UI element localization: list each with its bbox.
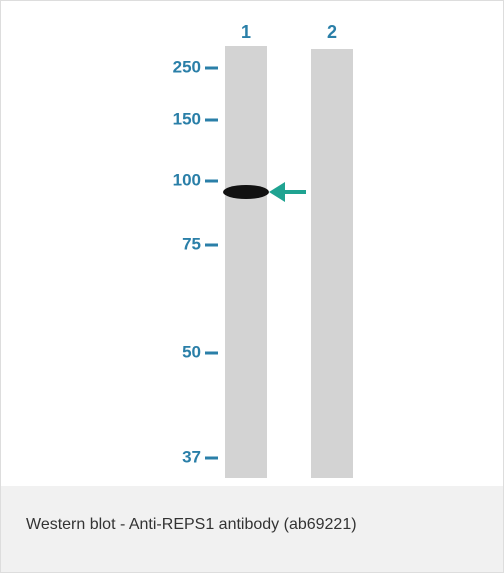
caption-area: Western blot - Anti-REPS1 antibody (ab69…	[1, 486, 503, 572]
lane-label: 1	[241, 22, 251, 42]
marker-label: 75	[182, 234, 201, 253]
lane	[225, 46, 267, 478]
marker-label: 250	[173, 57, 201, 76]
figure: 1 2 250 150 100 75 50 37 Western blot - Anti-RE…	[0, 0, 504, 573]
page: {"lanes": ["1", "2"], "markers": ["250",…	[0, 0, 504, 573]
arrow-head	[269, 182, 285, 202]
marker-label: 150	[173, 109, 201, 128]
marker-label: 100	[173, 170, 201, 189]
marker-label: 50	[182, 342, 201, 361]
marker-label: 37	[182, 447, 201, 466]
lane	[311, 49, 353, 478]
blot-image: 1 2 250 150 100 75 50 37	[1, 1, 503, 486]
lane-label: 2	[327, 22, 337, 42]
caption: Western blot - Anti-REPS1 antibody (ab69…	[26, 516, 357, 534]
band	[223, 185, 269, 199]
